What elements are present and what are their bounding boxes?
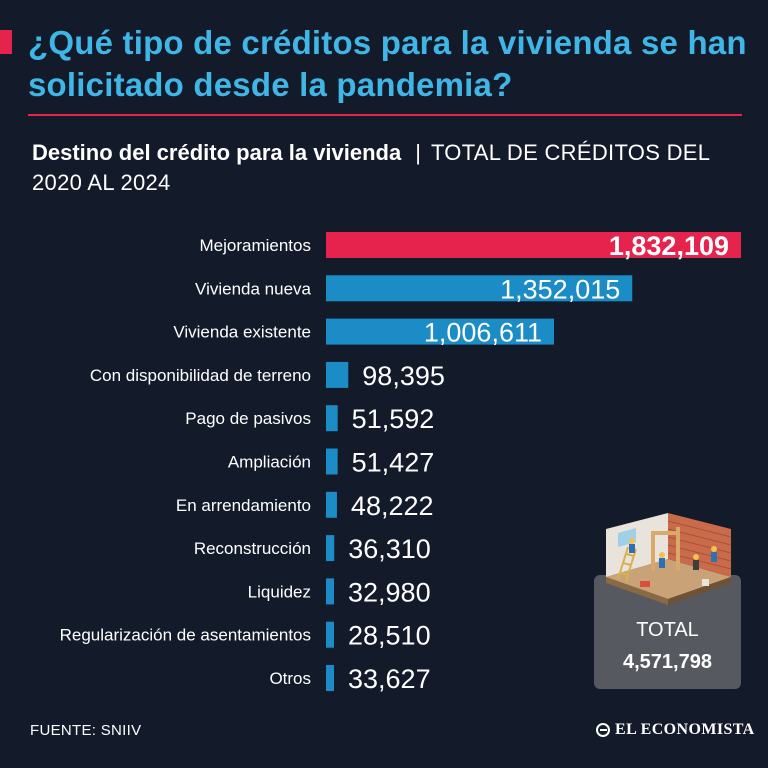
- category-label: Vivienda existente: [173, 323, 311, 342]
- bar-value-label: 51,427: [352, 448, 435, 478]
- subtitle-separator: |: [415, 140, 421, 165]
- bar: [326, 318, 555, 345]
- bar-value-label: 1,832,109: [609, 231, 729, 261]
- subtitle-light: TOTAL DE CRÉDITOS DEL 2020 AL 2024: [32, 140, 710, 195]
- bar-value-label: 1,006,611: [424, 318, 542, 348]
- house-renovation-illustration: [606, 513, 732, 605]
- bar-value-label: 98,395: [362, 361, 445, 391]
- title-divider: [28, 114, 742, 116]
- bar: [326, 405, 338, 432]
- category-label: Mejoramientos: [200, 236, 312, 255]
- bar: [326, 275, 633, 302]
- bar-value-label: 1,352,015: [500, 274, 620, 304]
- category-label: Regularización de asentamientos: [60, 626, 311, 645]
- category-label: En arrendamiento: [176, 496, 311, 515]
- source-note: FUENTE: SNIIV: [30, 722, 142, 739]
- bar: [326, 361, 349, 388]
- bar-value-label: 51,592: [352, 404, 435, 434]
- total-label: TOTAL: [636, 619, 699, 641]
- brand-logo: EL ECONOMISTA: [596, 721, 755, 739]
- category-label: Pago de pasivos: [185, 409, 311, 428]
- bar: [326, 448, 338, 475]
- brand-name: EL ECONOMISTA: [615, 721, 755, 738]
- subtitle-strong: Destino del crédito para la vivienda: [32, 140, 402, 165]
- category-label: Vivienda nueva: [195, 279, 311, 298]
- bar: [326, 665, 334, 691]
- chart-subtitle: Destino del crédito para la vivienda | TOT…: [32, 138, 712, 198]
- bar-value-label: 36,310: [348, 534, 431, 564]
- bar: [326, 491, 337, 518]
- category-label: Ampliación: [228, 453, 311, 472]
- bar-value-label: 32,980: [348, 577, 431, 607]
- bar-value-label: 28,510: [348, 621, 431, 651]
- bar: [326, 232, 741, 258]
- bar-value-label: 33,627: [348, 664, 431, 694]
- bar: [326, 578, 334, 605]
- bar: [326, 535, 335, 562]
- bar-chart: Mejoramientos 1,832,109 Vivienda nueva 1,35…: [60, 231, 741, 694]
- brand-logo-icon: [596, 723, 610, 737]
- total-value: 4,571,798: [623, 651, 712, 673]
- category-label: Otros: [269, 669, 311, 688]
- title-accent-mark: [0, 30, 12, 54]
- category-label: Reconstrucción: [194, 539, 311, 558]
- bar: [326, 621, 334, 648]
- category-label: Liquidez: [248, 582, 311, 601]
- category-label: Con disponibilidad de terreno: [90, 366, 311, 385]
- page-title: ¿Qué tipo de créditos para la vivienda s…: [28, 24, 747, 103]
- bar-value-label: 48,222: [351, 491, 434, 521]
